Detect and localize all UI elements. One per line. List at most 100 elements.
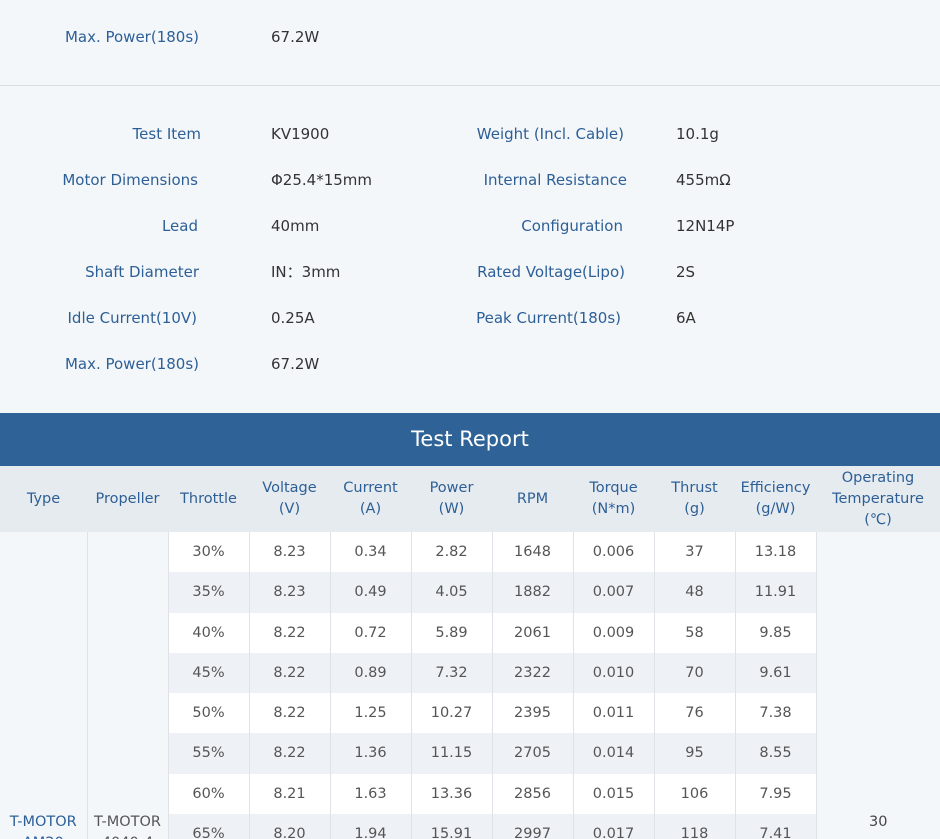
spec-label-motor-dimensions: Motor Dimensions [62, 171, 198, 189]
spec-value-idle-current: 0.25A [271, 309, 315, 327]
cell-efficiency: 13.18 [735, 532, 817, 573]
cell-thrust: 95 [654, 733, 736, 774]
spec-value-rated-voltage: 2S [676, 263, 696, 281]
cell-efficiency: 7.38 [735, 693, 817, 734]
cell-throttle: 35% [168, 572, 250, 613]
cell-voltage: 8.22 [249, 693, 331, 734]
spec-label-max-power: Max. Power(180s) [64, 355, 199, 373]
header-propeller: Propeller [87, 466, 168, 532]
cell-voltage: 8.22 [249, 733, 331, 774]
cell-current: 0.49 [330, 572, 412, 613]
cell-thrust: 106 [654, 773, 736, 814]
cell-rpm: 1648 [492, 532, 574, 573]
previous-spec-section: Max. Power(180s) 67.2W [0, 0, 940, 86]
cell-power: 4.05 [411, 572, 493, 613]
header-type: Type [0, 466, 87, 532]
spec-value-max-power-top: 67.2W [271, 28, 320, 46]
spec-label-configuration: Configuration [521, 217, 623, 235]
cell-throttle: 45% [168, 652, 250, 693]
table-row: 65% 8.20 1.94 15.91 2997 0.017 118 7.41 [0, 813, 940, 839]
cell-throttle: 60% [168, 773, 250, 814]
header-operating-temperature: Operating Temperature (℃) [816, 466, 940, 532]
table-row: 60% 8.21 1.63 13.36 2856 0.015 106 7.95 [0, 773, 940, 814]
cell-throttle: 50% [168, 693, 250, 734]
spec-label-lead: Lead [161, 217, 198, 235]
cell-current: 1.25 [330, 693, 412, 734]
spec-label-weight: Weight (Incl. Cable) [476, 125, 624, 143]
spec-label-shaft-diameter: Shaft Diameter [85, 263, 199, 281]
cell-voltage: 8.21 [249, 773, 331, 814]
cell-torque: 0.017 [573, 813, 655, 839]
cell-voltage: 8.23 [249, 532, 331, 573]
cell-power: 10.27 [411, 693, 493, 734]
cell-voltage: 8.20 [249, 813, 331, 839]
cell-current: 1.36 [330, 733, 412, 774]
test-report-table: Type Propeller Throttle Voltage (V) Curre… [0, 466, 940, 839]
table-row: 55% 8.22 1.36 11.15 2705 0.014 95 8.55 [0, 733, 940, 774]
header-torque: Torque (N*m) [573, 466, 654, 532]
cell-thrust: 37 [654, 532, 736, 573]
cell-torque: 0.009 [573, 612, 655, 653]
table-row: 35% 8.23 0.49 4.05 1882 0.007 48 11.91 [0, 572, 940, 613]
header-rpm: RPM [492, 466, 573, 532]
cell-thrust: 118 [654, 813, 736, 839]
cell-power: 13.36 [411, 773, 493, 814]
cell-torque: 0.006 [573, 532, 655, 573]
spec-label-test-item: Test Item [132, 125, 201, 143]
spec-label-idle-current: Idle Current(10V) [67, 309, 198, 327]
cell-torque: 0.015 [573, 773, 655, 814]
header-efficiency: Efficiency (g/W) [735, 466, 816, 532]
header-throttle: Throttle [168, 466, 249, 532]
spec-value-internal-resistance: 455mΩ [676, 171, 731, 189]
cell-rpm: 2997 [492, 813, 574, 839]
cell-power: 7.32 [411, 652, 493, 693]
spec-section: Test Item KV1900 Motor Dimensions Φ25.4*… [0, 86, 940, 413]
table-row: 40% 8.22 0.72 5.89 2061 0.009 58 9.85 [0, 612, 940, 653]
cell-torque: 0.011 [573, 693, 655, 734]
cell-type: T-MOTORAM20 [0, 532, 88, 839]
spec-value-weight: 10.1g [676, 125, 719, 143]
cell-thrust: 58 [654, 612, 736, 653]
cell-efficiency: 7.95 [735, 773, 817, 814]
cell-torque: 0.014 [573, 733, 655, 774]
cell-rpm: 2705 [492, 733, 574, 774]
header-current: Current (A) [330, 466, 411, 532]
cell-current: 1.94 [330, 813, 412, 839]
spec-value-lead: 40mm [271, 217, 320, 235]
table-row: 50% 8.22 1.25 10.27 2395 0.011 76 7.38 [0, 693, 940, 734]
table-row: 45% 8.22 0.89 7.32 2322 0.010 70 9.61 [0, 652, 940, 693]
cell-torque: 0.010 [573, 652, 655, 693]
cell-propeller: T-MOTOR4040-4 [87, 532, 169, 839]
cell-power: 11.15 [411, 733, 493, 774]
header-thrust: Thrust (g) [654, 466, 735, 532]
spec-label-rated-voltage: Rated Voltage(Lipo) [477, 263, 625, 281]
cell-rpm: 2395 [492, 693, 574, 734]
cell-current: 0.34 [330, 532, 412, 573]
table-body: T-MOTORAM20T-MOTOR4040-430%8.230.342.821… [0, 532, 940, 839]
spec-value-test-item: KV1900 [271, 125, 330, 143]
cell-rpm: 1882 [492, 572, 574, 613]
cell-throttle: 65% [168, 813, 250, 839]
header-voltage: Voltage (V) [249, 466, 330, 532]
cell-rpm: 2856 [492, 773, 574, 814]
spec-label-internal-resistance: Internal Resistance [483, 171, 627, 189]
cell-current: 0.89 [330, 652, 412, 693]
cell-voltage: 8.22 [249, 652, 331, 693]
cell-efficiency: 11.91 [735, 572, 817, 613]
cell-efficiency: 9.85 [735, 612, 817, 653]
table-row: T-MOTORAM20T-MOTOR4040-430%8.230.342.821… [0, 532, 940, 839]
cell-efficiency: 7.41 [735, 813, 817, 839]
cell-thrust: 76 [654, 693, 736, 734]
spec-value-peak-current: 6A [676, 309, 696, 327]
cell-voltage: 8.23 [249, 572, 331, 613]
cell-rpm: 2322 [492, 652, 574, 693]
cell-efficiency: 8.55 [735, 733, 817, 774]
cell-power: 5.89 [411, 612, 493, 653]
cell-thrust: 70 [654, 652, 736, 693]
spec-value-max-power: 67.2W [271, 355, 320, 373]
cell-operating-temperature: 30 [816, 532, 940, 839]
cell-throttle: 30% [168, 532, 250, 573]
cell-rpm: 2061 [492, 612, 574, 653]
header-power: Power (W) [411, 466, 492, 532]
